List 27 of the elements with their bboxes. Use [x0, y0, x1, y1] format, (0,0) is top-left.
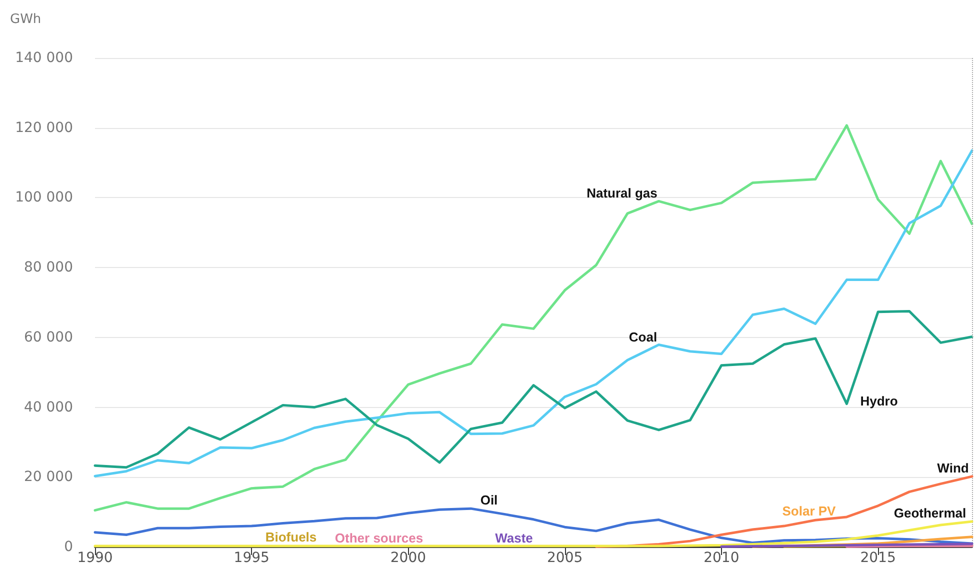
- y-tick-label: 100 000: [15, 190, 73, 206]
- series-label: Geothermal: [894, 506, 966, 520]
- y-tick-label: 60 000: [24, 329, 73, 346]
- x-tick-label: 2015: [860, 550, 896, 566]
- series-label: Natural gas: [586, 186, 658, 200]
- text: Other sources: [334, 530, 424, 546]
- series-label: Hydro: [860, 394, 898, 408]
- x-tick-label: 2000: [390, 550, 426, 566]
- text: Biofuels: [265, 530, 317, 544]
- line-series: [94, 507, 974, 545]
- x-tick-label: 1995: [234, 550, 270, 566]
- line-series: [94, 149, 974, 478]
- y-tick-label: 80 000: [24, 260, 73, 276]
- text: Solar PV: [782, 504, 836, 518]
- x-tick-label: 1990: [77, 550, 113, 566]
- y-tick-label: 20 000: [24, 469, 73, 486]
- y-tick-label: 140 000: [15, 50, 73, 66]
- text: Waste: [495, 530, 533, 546]
- y-tick-label: 0: [64, 539, 73, 555]
- x-tick-label: 2005: [547, 550, 583, 566]
- y-tick-label: 40 000: [24, 399, 73, 416]
- y-axis-title: GWh: [10, 12, 42, 27]
- y-tick-label: 120 000: [15, 120, 73, 136]
- series-label: Oil: [480, 492, 498, 508]
- series-label: Wind: [937, 460, 969, 476]
- series-label: Coal: [628, 330, 658, 344]
- x-tick-label: 2010: [704, 550, 740, 566]
